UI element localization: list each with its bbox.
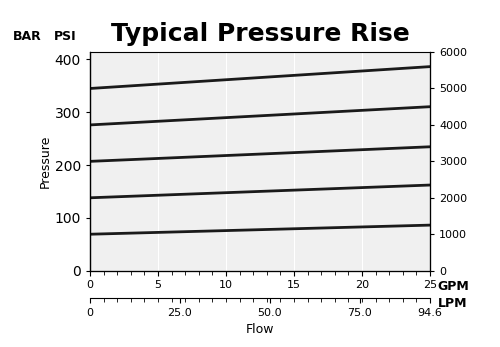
Y-axis label: Pressure: Pressure: [39, 135, 52, 188]
Text: PSI: PSI: [54, 31, 76, 43]
Text: BAR: BAR: [13, 31, 42, 43]
Title: Typical Pressure Rise: Typical Pressure Rise: [110, 22, 410, 46]
Text: LPM: LPM: [438, 297, 467, 310]
Text: GPM: GPM: [438, 280, 469, 293]
Text: Flow: Flow: [246, 323, 274, 336]
